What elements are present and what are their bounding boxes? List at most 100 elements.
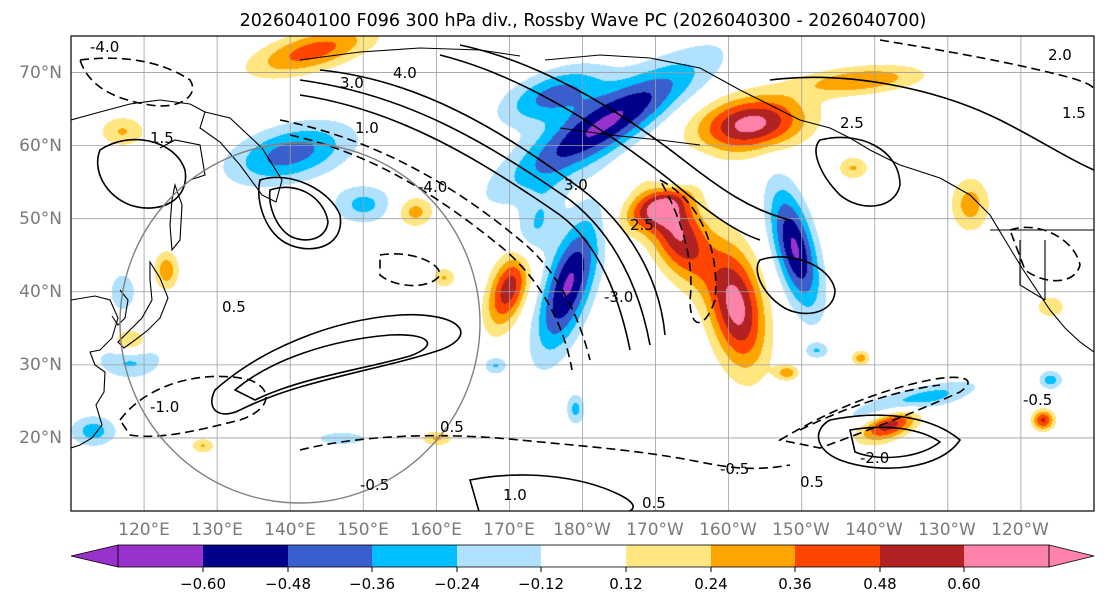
colorbar-tick-label: −0.60 bbox=[180, 575, 226, 593]
solid-contour bbox=[319, 69, 666, 336]
lon-tick-label: 150°W bbox=[772, 520, 830, 540]
lon-tick-label: 160°E bbox=[410, 520, 462, 540]
colorbar-bin bbox=[372, 545, 457, 567]
colorbar-bin bbox=[457, 545, 541, 567]
colorbar-tick-label: 0.24 bbox=[694, 575, 727, 593]
colorbar-extend-high bbox=[1048, 544, 1095, 568]
lat-tick-label: 20°N bbox=[19, 428, 62, 448]
lat-tick-label: 50°N bbox=[19, 209, 62, 229]
coastline-sakhalin bbox=[169, 182, 183, 252]
geopotential-contours bbox=[96, 44, 1094, 511]
colorbar-tick-label: −0.48 bbox=[265, 575, 311, 593]
dashed-contour bbox=[279, 119, 591, 361]
lon-tick-label: 130°W bbox=[918, 520, 976, 540]
map-frame bbox=[70, 35, 1095, 512]
dashed-contour bbox=[777, 376, 969, 449]
contour-labels: -4.0 -4.0 -3.0 -2.0 -1.0 -0.5 -0.5 -0.5 … bbox=[90, 38, 1086, 512]
contour-label: -4.0 bbox=[418, 178, 447, 196]
great-circle-overlay bbox=[119, 142, 481, 504]
solid-contour bbox=[815, 136, 901, 207]
lon-tick-label: 120°W bbox=[991, 520, 1049, 540]
contour-label: 1.5 bbox=[1062, 104, 1086, 122]
coastline-korea bbox=[111, 289, 129, 326]
solid-contour bbox=[299, 94, 631, 351]
colorbar-bin bbox=[964, 545, 1049, 567]
contour-label: 1.5 bbox=[150, 129, 174, 147]
dashed-contour bbox=[1008, 226, 1081, 282]
contour-label: 0.5 bbox=[642, 494, 666, 512]
colorbar: −0.60 −0.48 −0.36 −0.24 −0.12 0.12 0.24 … bbox=[70, 544, 1095, 593]
colorbar-tick-label: −0.12 bbox=[518, 575, 564, 593]
solid-contour bbox=[769, 76, 1094, 171]
graticule bbox=[71, 36, 1094, 511]
lat-tick-label: 60°N bbox=[19, 136, 62, 156]
dashed-contour bbox=[289, 134, 573, 371]
x-axis: 120°E 130°E 140°E 150°E 160°E 170°E 180°… bbox=[118, 520, 1049, 540]
contour-label: 2.5 bbox=[840, 114, 864, 132]
boundary-states bbox=[1019, 240, 1046, 301]
solid-contour bbox=[817, 414, 962, 469]
contour-label: 1.0 bbox=[503, 486, 527, 504]
solid-contour bbox=[459, 44, 791, 221]
contour-label: 0.5 bbox=[222, 298, 246, 316]
y-axis: 70°N 60°N 50°N 40°N 30°N 20°N bbox=[19, 63, 62, 448]
chart-title: 2026040100 F096 300 hPa div., Rossby Wav… bbox=[240, 11, 927, 31]
colorbar-bin bbox=[118, 545, 203, 567]
lon-tick-label: 130°E bbox=[191, 520, 243, 540]
coastline-alaska bbox=[544, 54, 1094, 353]
colorbar-bin bbox=[288, 545, 372, 567]
lon-tick-label: 160°W bbox=[699, 520, 757, 540]
coastline-okhotsk bbox=[159, 139, 206, 181]
contour-label: 0.5 bbox=[440, 418, 464, 436]
solid-contour bbox=[258, 176, 342, 250]
dashed-contour bbox=[879, 39, 1094, 91]
contour-label: -4.0 bbox=[90, 38, 119, 56]
colorbar-bin bbox=[880, 545, 964, 567]
dashed-contour bbox=[659, 179, 717, 324]
lat-tick-label: 30°N bbox=[19, 355, 62, 375]
contour-label: -1.0 bbox=[150, 398, 179, 416]
dashed-contour bbox=[799, 384, 941, 431]
contour-label: 0.5 bbox=[800, 473, 824, 491]
colorbar-extend-low bbox=[70, 544, 119, 568]
coastline-asia bbox=[71, 295, 119, 449]
colorbar-tick-label: −0.36 bbox=[349, 575, 395, 593]
colorbar-frame bbox=[117, 544, 1050, 568]
colorbar-bin bbox=[203, 545, 288, 567]
radius-circle bbox=[119, 142, 481, 504]
dashed-contour bbox=[78, 57, 194, 107]
colorbar-tick-label: 0.36 bbox=[778, 575, 811, 593]
lon-tick-label: 140°W bbox=[845, 520, 903, 540]
contour-label: 4.0 bbox=[393, 64, 417, 82]
map-panel: -4.0 -4.0 -3.0 -2.0 -1.0 -0.5 -0.5 -0.5 … bbox=[70, 35, 1095, 512]
contour-label: 3.0 bbox=[340, 74, 364, 92]
solid-contour bbox=[849, 426, 942, 459]
lat-tick-label: 40°N bbox=[19, 282, 62, 302]
solid-contour bbox=[211, 313, 462, 415]
dashed-contour bbox=[119, 375, 267, 438]
coastline-japan bbox=[117, 260, 169, 349]
solid-contour bbox=[299, 79, 651, 346]
dashed-contour bbox=[299, 434, 791, 470]
contour-label: 1.0 bbox=[355, 119, 379, 137]
dashed-contour bbox=[379, 253, 441, 287]
lon-tick-label: 170°E bbox=[483, 520, 535, 540]
contour-label: -0.5 bbox=[1023, 391, 1052, 409]
solid-contour bbox=[468, 474, 634, 511]
lon-tick-label: 180°W bbox=[553, 520, 611, 540]
colorbar-tick-label: 0.12 bbox=[609, 575, 642, 593]
colorbar-ticks bbox=[202, 567, 965, 572]
negative-contours bbox=[78, 39, 1094, 470]
lon-tick-label: 140°E bbox=[264, 520, 316, 540]
contour-label: -3.0 bbox=[604, 288, 633, 306]
colorbar-tick-label: 0.60 bbox=[947, 575, 980, 593]
colorbar-bin bbox=[541, 545, 626, 567]
solid-contour bbox=[268, 186, 329, 241]
contour-label: -0.5 bbox=[720, 460, 749, 478]
coastline-bering-aleutians bbox=[559, 127, 701, 146]
contour-label: 3.0 bbox=[564, 176, 588, 194]
colorbar-bin bbox=[626, 545, 711, 567]
coastline-chukotka bbox=[299, 47, 521, 61]
solid-contour bbox=[439, 54, 761, 241]
